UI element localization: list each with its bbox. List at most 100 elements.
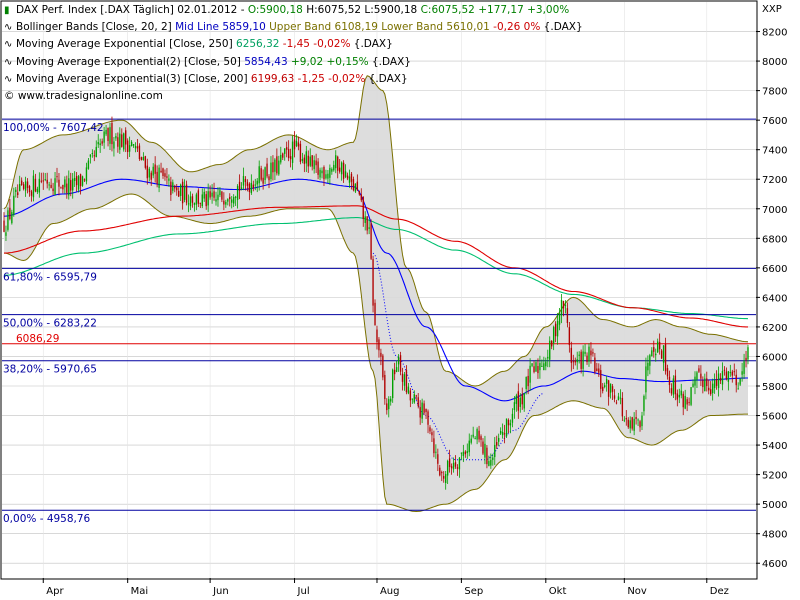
candle-body [5,232,7,236]
candle-body [258,166,260,184]
x-tick-label: Aug [380,586,400,597]
candle-body [231,199,233,203]
candle-body [439,467,441,476]
candle-body [130,141,133,147]
candle-body [83,179,86,181]
quote-row: ▮ DAX Perf. Index [.DAX Täglich] 02.01.20… [4,2,583,19]
candle-body [653,347,655,352]
candle-body [666,368,669,377]
candle-body [741,371,743,375]
candle-body [605,378,608,384]
x-tick-label: Sep [464,586,483,597]
candle-body [174,186,176,189]
candle-body [731,371,733,376]
candle-body [613,395,616,399]
indicator-icon: ∿ [4,39,13,51]
candle-body [484,443,486,458]
candle-body [30,191,33,196]
candle-body [445,474,447,483]
candle-body [446,460,449,476]
candle-body [470,438,472,443]
copyright-text: © www.tradesignalonline.com [4,90,163,103]
candle-body [313,160,315,170]
candle-body [232,197,235,204]
candle-body [128,145,131,152]
y-tick-label: 8000 [762,57,787,68]
candle-body [75,176,78,186]
candle-body [329,167,331,178]
candle-body [178,190,180,197]
fib-label: 50,00% - 6283,22 [3,318,97,330]
candle-body [99,143,101,146]
candle-body [672,378,675,395]
fib-label: 0,00% - 4958,76 [3,513,91,525]
candle-body [501,432,504,436]
candle-body [154,164,156,174]
candle-body [692,383,694,387]
x-tick-label: Dez [710,586,729,597]
candle-body [54,178,56,195]
candle-body [236,185,239,200]
candle-body [696,372,698,380]
candle-body [321,170,323,174]
candle-body [315,160,317,166]
candle-body [299,143,302,162]
candle-body [291,141,294,163]
candle-body [3,220,5,232]
candle-body [50,184,52,189]
candle-body [166,176,168,178]
indicator-icon: ∿ [4,73,13,85]
candle-body [360,194,362,201]
candle-body [32,175,35,198]
candle-body [466,451,468,454]
candle-body [17,192,19,196]
candle-body [395,367,398,373]
candle-body [525,377,527,390]
candle-body [392,369,394,399]
legend-entry-name: Bollinger Bands [Close, 20, 2] [16,21,172,34]
candle-body [560,299,563,316]
top-right-label: XXP [762,4,782,15]
candle-body [621,398,624,417]
candle-body [682,393,684,408]
candle-body [44,179,46,181]
candle-body [607,380,610,397]
candle-body [372,259,374,306]
candle-body [268,176,270,181]
candle-body [348,176,351,183]
candle-body [105,129,107,135]
candle-body [201,194,203,207]
candle-body [615,402,618,404]
candle-body [427,411,429,425]
legend-entry-value: Lower Band 5610,01 [381,21,490,34]
candle-body [227,199,229,202]
candle-body [558,313,561,325]
candle-body [458,457,461,470]
candle-body [586,355,588,363]
candle-body [72,178,74,191]
candle-body [499,430,502,434]
candle-body [9,207,11,220]
candle-body [38,178,41,193]
candle-body [319,169,321,178]
candle-body [403,374,406,386]
candle-body [719,377,722,381]
candle-body [327,173,329,179]
candle-body [301,158,304,161]
candle-body [162,168,164,177]
candle-body [523,393,525,409]
candle-body [545,361,547,367]
y-tick-label: 7800 [762,87,787,98]
candle-body [380,352,382,357]
candle-body [490,459,492,466]
legend-entry-name: Moving Average Exponential(2) [Close, 50… [16,55,241,68]
candle-body [19,184,21,192]
candle-body [533,366,535,373]
candle-body [535,362,537,372]
candle-body [148,168,150,178]
candle-body [195,194,198,205]
candle-body [633,418,635,431]
candle-body [58,179,60,187]
candle-body [590,350,592,356]
candle-body [374,302,376,326]
